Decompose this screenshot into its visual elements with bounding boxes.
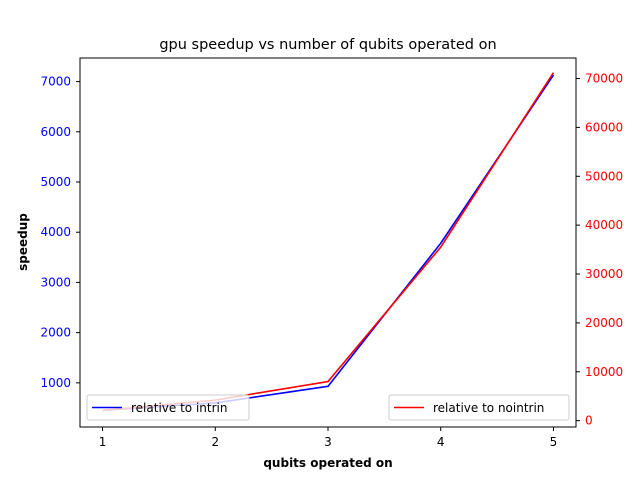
left-y-tick-label: 4000	[40, 225, 71, 239]
right-y-axis-ticks: 0 10000 20000 30000 40000 50000 60000 70000	[576, 72, 623, 428]
left-y-tick-label: 7000	[40, 75, 71, 89]
x-axis-ticks: 1 2 3 4 5	[99, 427, 558, 449]
left-y-axis-ticks: 1000 2000 3000 4000 5000 6000 7000	[40, 75, 80, 390]
plot-frame	[79, 57, 577, 428]
right-y-tick-label: 10000	[585, 365, 623, 379]
right-y-tick-label: 40000	[585, 218, 623, 232]
legend-intrin-label: relative to intrin	[131, 401, 227, 415]
right-y-tick-label: 70000	[585, 72, 623, 86]
left-y-tick-label: 5000	[40, 175, 71, 189]
x-tick-label: 1	[99, 435, 107, 449]
right-y-tick-label: 60000	[585, 120, 623, 134]
legend-nointrin-label: relative to nointrin	[433, 401, 544, 415]
x-tick-label: 5	[550, 435, 558, 449]
left-y-tick-label: 1000	[40, 376, 71, 390]
right-y-tick-label: 50000	[585, 169, 623, 183]
x-tick-label: 3	[324, 435, 332, 449]
y-axis-label: speedup	[16, 213, 30, 271]
legend-intrin-box	[86, 394, 250, 421]
x-tick-label: 4	[437, 435, 445, 449]
x-axis-label: qubits operated on	[263, 456, 392, 470]
legend-nointrin: relative to nointrin	[388, 394, 570, 421]
legend-intrin: relative to intrin	[86, 394, 250, 421]
left-y-tick-label: 2000	[40, 326, 71, 340]
left-y-tick-label: 3000	[40, 275, 71, 289]
right-y-tick-label: 20000	[585, 316, 623, 330]
plot-area	[80, 58, 576, 427]
right-y-tick-label: 0	[585, 414, 593, 428]
legend-nointrin-box	[388, 394, 570, 421]
left-y-tick-label: 6000	[40, 125, 71, 139]
x-tick-label: 2	[211, 435, 219, 449]
right-y-tick-label: 30000	[585, 267, 623, 281]
chart-title: gpu speedup vs number of qubits operated…	[159, 37, 496, 53]
